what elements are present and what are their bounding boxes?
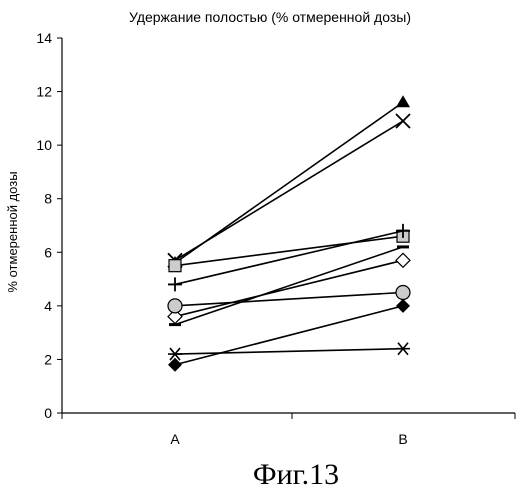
x-ticks: AB (62, 413, 515, 447)
x-tick-label: B (398, 431, 407, 447)
series-line (175, 260, 403, 316)
y-tick-label: 8 (44, 191, 52, 207)
y-tick-label: 0 (44, 405, 52, 421)
y-tick-label: 14 (36, 30, 52, 46)
triangle-marker (396, 95, 410, 107)
y-tick-label: 10 (36, 137, 52, 153)
axes (62, 38, 515, 413)
plus-marker (168, 277, 182, 291)
y-tick-label: 6 (44, 244, 52, 260)
y-tick-label: 2 (44, 351, 52, 367)
diamond-filled-marker (396, 299, 410, 313)
series-layer (168, 95, 410, 372)
y-tick-label: 4 (44, 298, 52, 314)
series-line (175, 247, 403, 325)
series-line (175, 349, 403, 354)
series-line (175, 306, 403, 365)
asterisk-marker (396, 343, 410, 355)
circle-marker (396, 285, 410, 299)
series-line (175, 236, 403, 265)
x-tick-label: A (170, 431, 180, 447)
dash-marker (169, 323, 181, 326)
series-cross-x (168, 114, 410, 267)
y-axis-label: % отмеренной дозы (5, 171, 20, 292)
y-ticks: 0 2 4 6 8 10 12 14 (36, 30, 62, 421)
dash-marker (397, 245, 409, 248)
square-marker (169, 260, 181, 272)
circle-marker (168, 299, 182, 313)
figure-caption: Фиг.13 (253, 458, 339, 491)
y-tick-label: 12 (36, 84, 52, 100)
x-marker (396, 114, 410, 128)
diamond-open-marker (396, 253, 410, 267)
series-square-dotted (169, 230, 409, 271)
series-line (175, 292, 403, 305)
chart-title: Удержание полостью (% отмеренной дозы) (129, 9, 411, 25)
